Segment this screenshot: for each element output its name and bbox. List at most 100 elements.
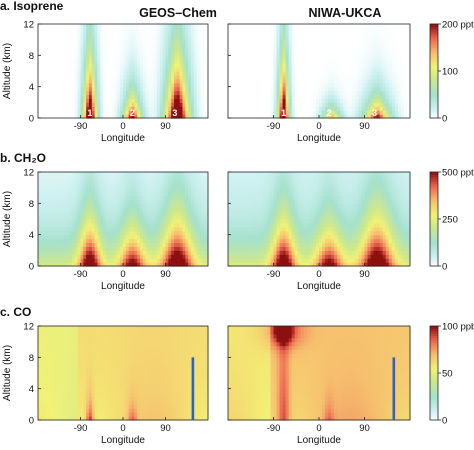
heatmap-cell [46,215,50,220]
heatmap-cell [151,67,155,72]
heatmap-cell [128,55,133,60]
heatmap-cell [196,43,201,49]
heatmap-cell [355,35,360,41]
heatmap-cell [364,74,369,80]
heatmap-cell [379,67,384,72]
heatmap-cell [162,110,167,115]
heatmap-cell [46,114,50,119]
heatmap-cell [123,94,127,100]
heatmap-cell [94,63,99,68]
heatmap-cell [168,215,172,220]
heatmap-cell [270,39,275,45]
heatmap-cell [91,47,96,53]
heatmap-cell [234,94,238,100]
heatmap-cell [83,215,87,220]
heatmap-cell [134,106,138,111]
heatmap-cell [151,86,155,92]
heatmap-cell [38,24,42,29]
heatmap-cell [49,230,53,236]
heatmap-cell [249,98,253,103]
heatmap-cell [157,262,161,267]
heatmap-cell [385,39,390,45]
heatmap-cell [176,219,181,224]
heatmap-cell [202,94,206,100]
heatmap-cell [237,71,241,76]
heatmap-cell [243,258,247,263]
heatmap-cell [261,172,265,177]
heatmap-cell [270,234,275,240]
heatmap-cell [312,98,317,103]
heatmap-cell [171,55,175,60]
heatmap-cell [394,86,399,92]
heatmap-cell [38,226,42,232]
heatmap-cell [234,258,238,263]
heatmap-cell [325,43,329,49]
heatmap-cell [279,63,284,68]
heatmap-cell [179,175,184,181]
heatmap-cell [83,242,87,248]
heatmap-cell [86,230,90,236]
heatmap-cell [117,242,121,248]
heatmap-cell [385,86,390,92]
heatmap-cell [231,31,235,37]
heatmap-cell [131,238,135,244]
heatmap-cell [196,238,201,244]
heatmap-cell [165,55,169,60]
heatmap-cell [391,74,396,80]
heatmap-cell [188,94,192,100]
heatmap-cell [57,71,62,76]
heatmap-cell [94,191,99,197]
heatmap-cell [114,199,118,204]
heatmap-cell [231,211,235,216]
heatmap-cell [376,110,381,115]
heatmap-cell [57,187,62,193]
heatmap-cell [168,179,172,185]
heatmap-cell [358,74,363,80]
heatmap-cell [228,31,232,37]
heatmap-cell [231,254,235,259]
heatmap-cell [261,230,265,236]
heatmap-cell [52,31,56,37]
heatmap-cell [199,27,203,33]
heatmap-cell [60,199,65,204]
heatmap-cell [100,102,104,107]
heatmap-cell [60,43,65,49]
heatmap-cell [148,55,152,60]
heatmap-cell [43,24,48,29]
heatmap-cell [154,51,158,56]
heatmap-cell [291,114,296,119]
heatmap-cell [52,203,56,208]
heatmap-cell [196,187,201,193]
heatmap-cell [261,82,265,88]
heatmap-cell [74,63,79,68]
heatmap-cell [246,172,250,177]
heatmap-cell [182,71,186,76]
heatmap-cell [148,222,152,228]
heatmap-cell [137,262,141,267]
heatmap-cell [168,250,172,255]
heatmap-cell [249,55,253,60]
heatmap-cell [394,59,399,64]
heatmap-cell [237,172,241,177]
heatmap-cell [154,254,158,259]
heatmap-cell [162,106,167,111]
heatmap-cell [231,250,235,255]
heatmap-cell [340,98,344,103]
heatmap-cell [151,262,155,267]
heatmap-cell [319,55,323,60]
heatmap-cell [174,246,178,251]
heatmap-cell [140,250,144,255]
heatmap-cell [89,230,93,236]
heatmap-cell [291,230,296,236]
heatmap-cell [145,195,150,201]
heatmap-cell [111,179,116,185]
heatmap-cell [231,63,235,68]
heatmap-cell [258,59,262,64]
heatmap-cell [72,67,76,72]
heatmap-cell [231,242,235,248]
heatmap-cell [86,234,90,240]
heatmap-cell [319,43,323,49]
heatmap-cell [91,242,96,248]
heatmap-cell [282,246,287,251]
x-axis-label: Longitude [297,133,341,144]
